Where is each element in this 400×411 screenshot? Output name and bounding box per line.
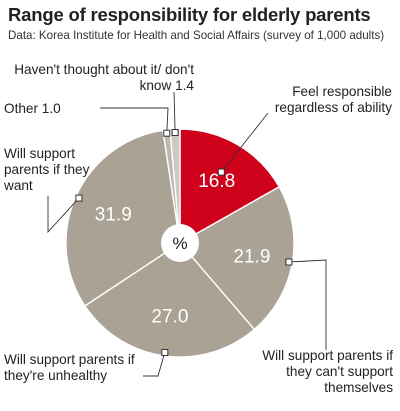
chart-title: Range of responsibility for elderly pare… <box>8 4 371 25</box>
leader-marker-will-support-parents-if-they-want <box>75 194 83 202</box>
leader-marker-other <box>163 129 171 137</box>
slice-label-dont-know-name: Haven't thought about it/ don't know <box>14 62 194 93</box>
leader-line-feel-responsible-regardless-of-ability <box>220 112 269 173</box>
slice-value-will-support-parents-if-they-re-unhealthy: 27.0 <box>151 306 188 327</box>
leader-line-will-support-parents-if-they-re-unhealthy <box>143 352 166 377</box>
slice-label-dont-know: Haven't thought about it/ don't know 1.4 <box>4 62 194 94</box>
slice-label-unhealthy: Will support parents if they're unhealth… <box>4 352 135 383</box>
chart-source: Data: Korea Institute for Health and Soc… <box>8 29 385 42</box>
leader-line-other <box>100 107 169 134</box>
pie-slice-feel-responsible-regardless-of-ability <box>179 128 281 245</box>
leader-marker-feel-responsible-regardless-of-ability <box>217 168 225 176</box>
slice-value-will-support-parents-if-they-can-t-support-themselves: 21.9 <box>233 247 270 268</box>
leader-marker-will-support-parents-if-they-re-unhealthy <box>161 349 169 356</box>
slice-label-cant-support: Will support parents if they can't suppo… <box>262 348 393 395</box>
leader-marker-will-support-parents-if-they-can-t-support-themselves <box>285 258 293 266</box>
leader-line-haven-t-thought-about-it-don-t-know <box>173 91 176 133</box>
leader-line-will-support-parents-if-they-want <box>47 196 80 234</box>
slice-label-if-they-want: Will support parents if they want <box>4 146 90 193</box>
slice-label-feel-responsible: Feel responsible regardless of ability <box>274 84 392 115</box>
leader-marker-haven-t-thought-about-it-don-t-know <box>171 129 179 136</box>
slice-label-dont-know-value: 1.4 <box>175 78 194 93</box>
center-label: % <box>172 234 187 253</box>
slice-label-other: Other 1.0 <box>4 101 61 117</box>
slice-label-other-name: Other <box>4 101 38 116</box>
slice-value-feel-responsible-regardless-of-ability: 16.8 <box>198 171 235 192</box>
slice-value-will-support-parents-if-they-want: 31.9 <box>95 204 132 225</box>
slice-label-other-value: 1.0 <box>41 101 61 116</box>
center-hole <box>161 224 199 262</box>
leader-line-will-support-parents-if-they-can-t-support-themselves <box>288 259 327 350</box>
